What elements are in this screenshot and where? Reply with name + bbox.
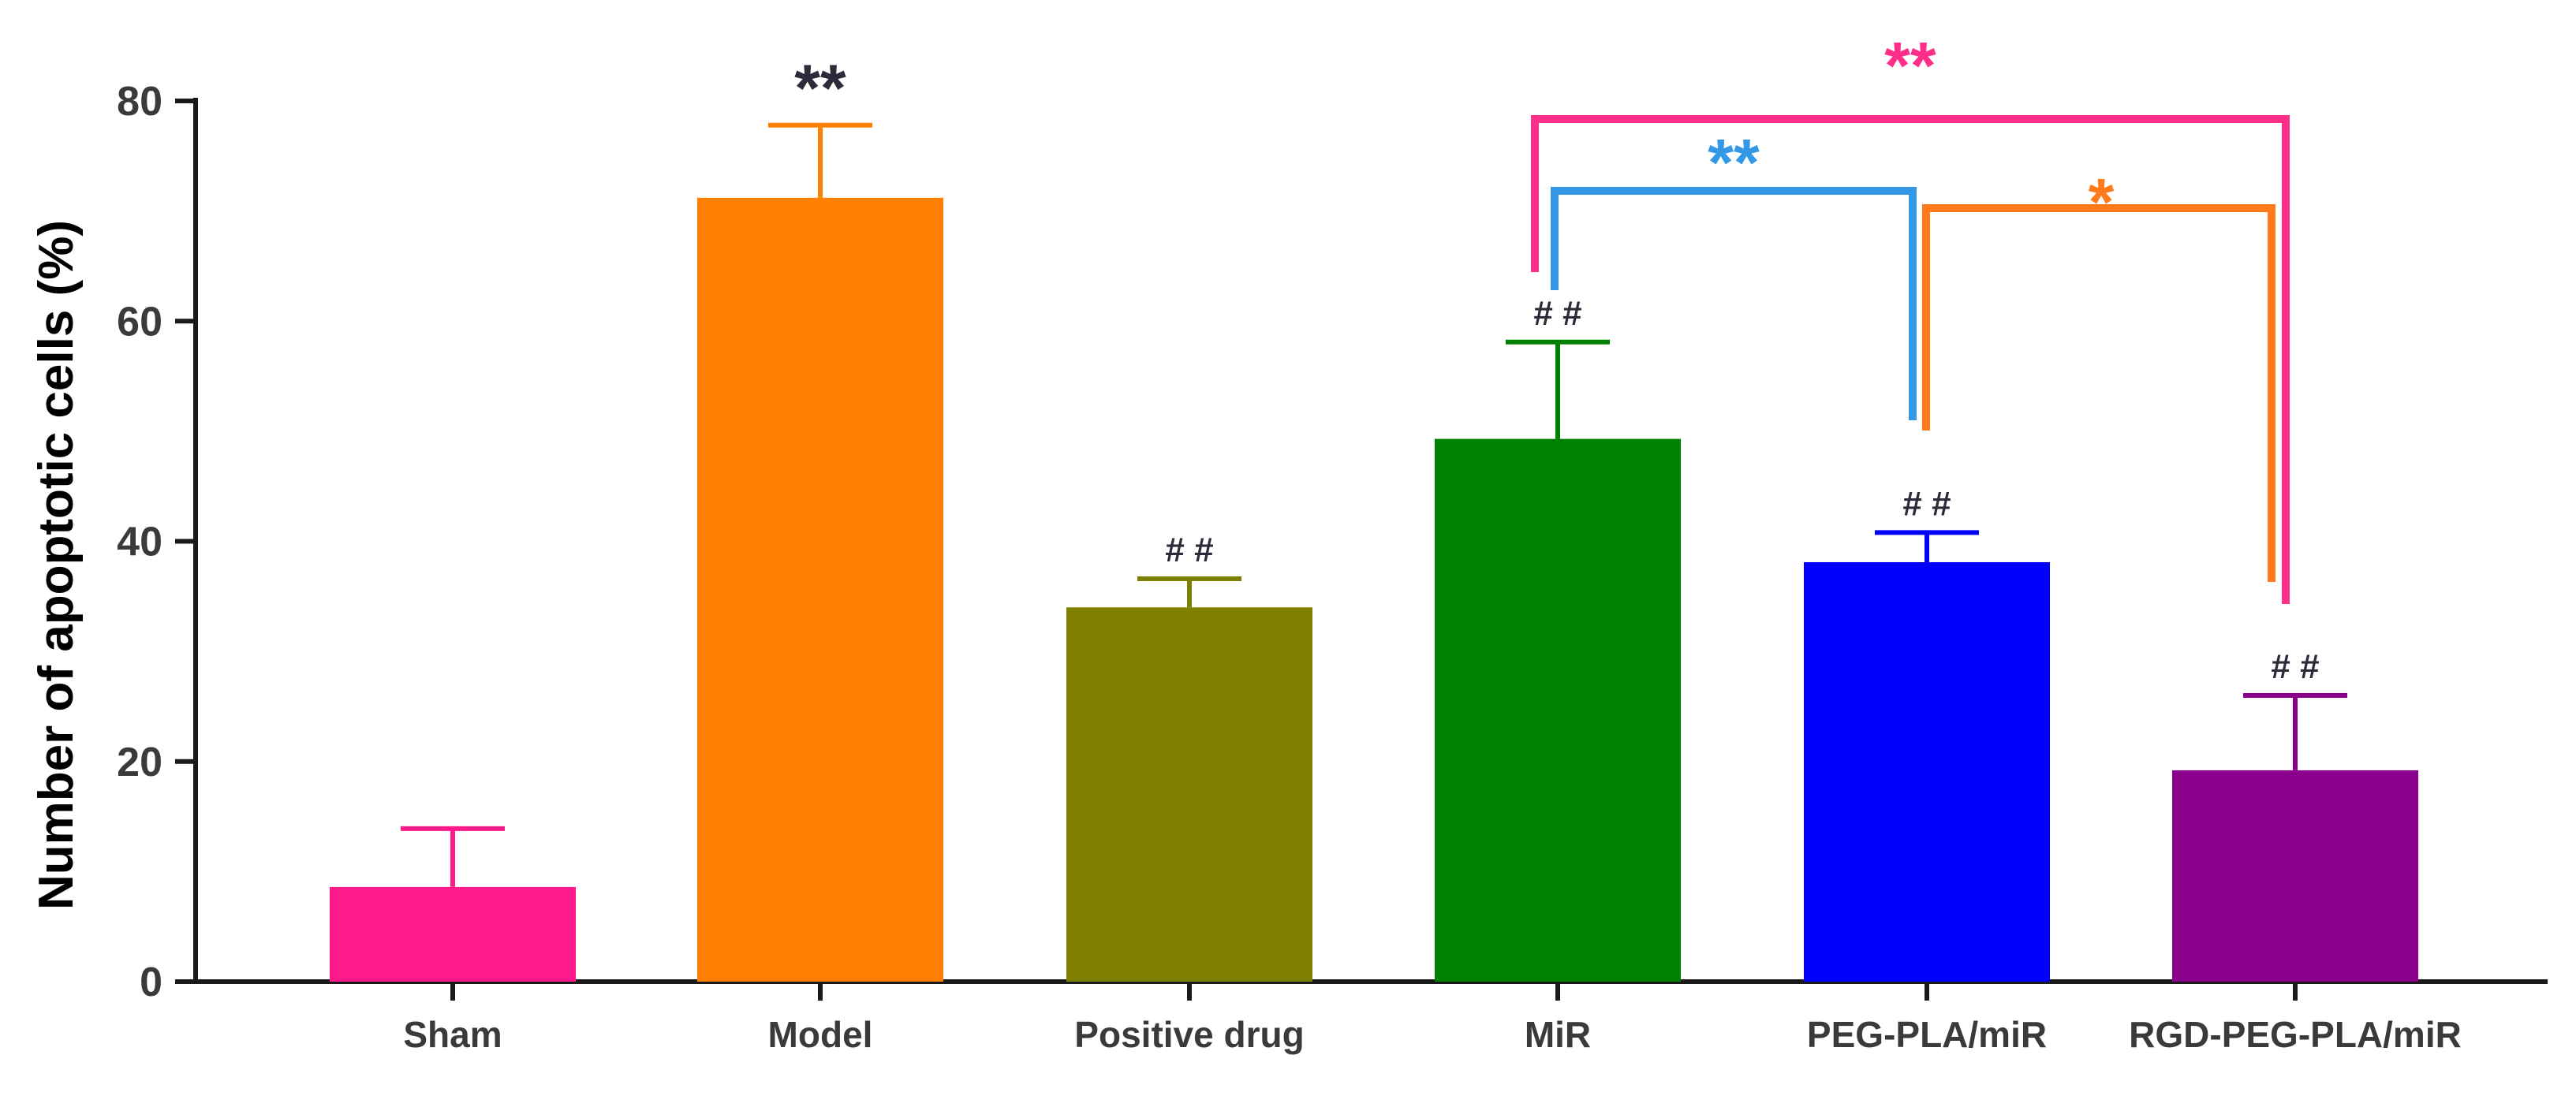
x-tick-label: Positive drug [1074,1014,1304,1055]
bar [1066,607,1312,982]
x-tick-label: MiR [1525,1014,1591,1055]
significance-hash: # # [1165,531,1213,569]
x-tick-label: RGD-PEG-PLA/miR [2129,1014,2462,1055]
bar [697,197,943,982]
bar [1804,562,2050,982]
comparison-bracket [1922,204,2275,582]
significance-stars: ** [794,51,846,125]
bar [330,886,576,982]
error-bars [401,122,2347,887]
bars [330,197,2418,982]
y-tick-label: 20 [117,740,162,785]
y-tick-label: 60 [117,299,162,345]
x-axis-labels: Sham Model Positive drug MiR PEG-PLA/miR RGD-… [403,982,2462,1055]
significance-hash: # # [2271,647,2319,686]
significance-hash: # # [1533,294,1581,333]
comparison-brackets: ***** [1531,28,2290,604]
y-axis-ticks: 0 20 40 60 80 [117,79,196,1005]
comparison-bracket [1551,187,1917,420]
x-tick-label: Model [768,1014,873,1055]
x-tick-label: PEG-PLA/miR [1807,1014,2047,1055]
y-tick-label: 40 [117,520,162,565]
y-tick-label: 0 [140,960,162,1005]
comparison-stars: * [2089,165,2115,239]
comparison-bracket [1531,115,2290,604]
bar-annotations: ** # # # # # # # # [794,51,2319,686]
y-axis-label: Number of apoptotic cells (%) [29,220,84,910]
y-tick-label: 80 [117,79,162,125]
comparison-stars: ** [1708,125,1760,199]
comparison-stars: ** [1884,28,1936,103]
bar [1435,438,1681,982]
x-tick-label: Sham [403,1014,502,1055]
significance-hash: # # [1902,484,1951,523]
bar [2172,770,2418,982]
